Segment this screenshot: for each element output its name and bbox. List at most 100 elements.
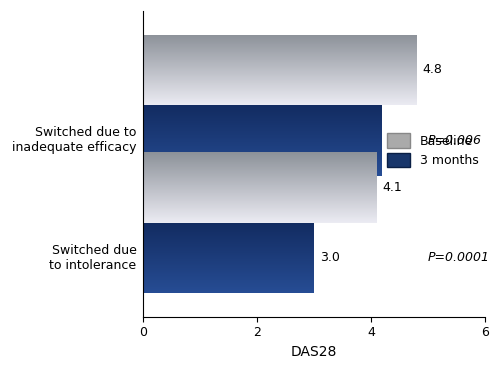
Text: Switched due
to intolerance: Switched due to intolerance (50, 244, 136, 272)
Bar (144, 158, 382, 159)
Bar (144, 168, 377, 169)
Bar (144, 256, 314, 257)
Bar (144, 134, 382, 135)
Bar (144, 267, 314, 268)
Bar (144, 100, 416, 101)
Bar (144, 280, 314, 281)
Bar (144, 247, 314, 248)
Bar (144, 86, 416, 87)
Bar (144, 116, 382, 117)
Bar (144, 161, 382, 162)
Bar (144, 266, 314, 267)
Bar (144, 119, 382, 120)
Bar (144, 37, 416, 38)
Bar (144, 88, 416, 89)
Bar (144, 195, 377, 196)
Bar (144, 75, 416, 76)
Bar (144, 44, 416, 45)
Bar (144, 226, 314, 227)
Legend: Baseline, 3 months: Baseline, 3 months (388, 134, 478, 167)
Bar (144, 175, 377, 176)
Bar (144, 47, 416, 48)
Bar (144, 110, 382, 111)
Bar (144, 235, 314, 236)
Bar (144, 84, 416, 85)
Bar (144, 115, 382, 116)
Text: P=0.0001: P=0.0001 (428, 251, 490, 264)
Bar (144, 289, 314, 290)
Bar (144, 59, 416, 60)
Bar (144, 39, 416, 40)
Bar (144, 160, 377, 161)
Bar (144, 264, 314, 265)
Bar (144, 155, 377, 156)
Bar (144, 188, 377, 189)
Bar (144, 236, 314, 237)
Bar (144, 92, 416, 93)
Bar (144, 225, 314, 226)
Bar (144, 153, 377, 154)
Bar (144, 166, 377, 167)
Bar (144, 253, 314, 254)
Bar (144, 138, 382, 139)
Bar (144, 172, 382, 173)
Bar (144, 179, 377, 180)
Bar (144, 242, 314, 243)
Bar (144, 231, 314, 232)
Bar (144, 83, 416, 84)
Bar (144, 99, 416, 100)
Bar (144, 288, 314, 289)
Bar (144, 208, 377, 209)
Bar (144, 104, 416, 105)
Bar (144, 158, 377, 159)
Bar (144, 163, 377, 164)
Bar (144, 53, 416, 54)
Bar (144, 260, 314, 261)
Bar (144, 221, 377, 222)
Bar (144, 273, 314, 274)
Bar (144, 212, 377, 213)
Bar (144, 66, 416, 67)
Bar (144, 175, 382, 176)
Bar (144, 271, 314, 272)
Bar (144, 120, 382, 121)
Bar (144, 190, 377, 191)
Bar (144, 87, 416, 88)
Bar (144, 209, 377, 210)
Bar (144, 108, 382, 109)
Bar (144, 36, 416, 37)
Bar (144, 103, 416, 104)
Bar (144, 85, 416, 86)
Bar (144, 94, 416, 95)
Bar (144, 112, 382, 113)
Bar (144, 215, 377, 216)
Bar (144, 135, 382, 136)
Bar (144, 224, 314, 225)
Bar (144, 89, 416, 90)
Bar (144, 201, 377, 202)
Bar (144, 148, 382, 149)
Bar (144, 173, 377, 174)
Bar (144, 139, 382, 140)
Bar (144, 184, 377, 185)
Bar (144, 132, 382, 133)
Bar (144, 257, 314, 258)
Bar (144, 150, 382, 151)
Bar (144, 185, 377, 186)
Bar (144, 228, 314, 229)
Bar (144, 127, 382, 128)
Bar (144, 255, 314, 256)
Bar (144, 105, 382, 106)
Bar (144, 173, 382, 174)
Bar (144, 246, 314, 247)
Bar (144, 151, 382, 152)
Bar (144, 290, 314, 291)
Bar (144, 191, 377, 192)
Bar (144, 278, 314, 279)
Bar (144, 210, 377, 211)
Bar (144, 189, 377, 190)
Bar (144, 131, 382, 132)
Bar (144, 156, 382, 157)
Bar (144, 269, 314, 270)
Bar (144, 49, 416, 50)
